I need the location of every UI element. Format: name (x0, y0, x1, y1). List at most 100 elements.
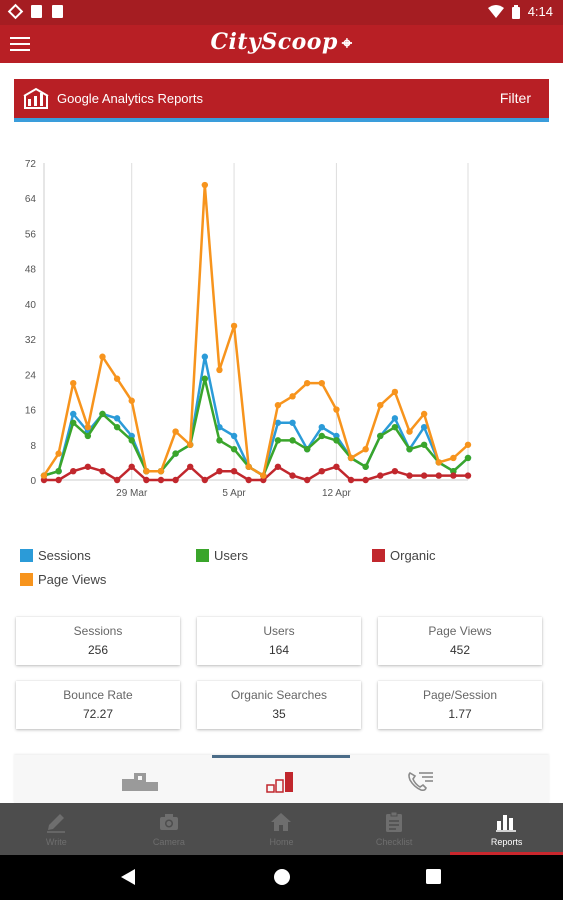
y-tick-label: 0 (30, 476, 36, 487)
data-point-users (289, 437, 296, 444)
data-point-organic (377, 472, 384, 479)
data-point-users (420, 441, 428, 448)
data-point-sessions (391, 415, 399, 422)
data-point-users (84, 432, 92, 440)
camera-icon (159, 814, 178, 830)
data-point-organic (318, 467, 325, 475)
recents-icon[interactable] (426, 869, 441, 884)
data-point-users (172, 450, 179, 457)
data-point-page-views (128, 397, 135, 404)
stat-label: Organic Searches (230, 688, 328, 702)
data-point-organic (113, 476, 121, 484)
data-point-users (362, 463, 369, 470)
legend-item-page-views[interactable]: Page Views (20, 572, 106, 587)
data-point-organic (128, 463, 135, 470)
battery-icon (511, 4, 520, 19)
data-point-page-views (303, 379, 311, 387)
data-point-organic (435, 472, 442, 479)
stat-card-bounce-rate: Bounce Rate 72.27 (16, 681, 180, 729)
data-point-sessions (201, 353, 209, 360)
tab-calls[interactable] (370, 755, 548, 803)
data-point-page-views (187, 441, 194, 448)
data-point-page-views (230, 322, 238, 330)
data-point-users (216, 437, 223, 444)
data-point-users (274, 437, 282, 444)
back-icon[interactable] (120, 868, 136, 886)
tab-rankings[interactable] (14, 755, 192, 803)
report-title: Google Analytics Reports (57, 91, 203, 106)
data-point-organic (157, 476, 165, 484)
nav-reports[interactable]: Reports (450, 803, 563, 855)
nav-camera[interactable]: Camera (113, 803, 226, 855)
stat-value: 35 (272, 707, 286, 721)
legend-label: Users (214, 548, 248, 563)
data-point-users (464, 454, 472, 462)
data-point-page-views (113, 375, 121, 382)
data-point-users (113, 423, 121, 431)
reports-icon (496, 815, 517, 832)
stat-card-sessions: Sessions 256 (16, 617, 180, 665)
data-point-organic (40, 476, 48, 484)
stat-value: 256 (87, 643, 109, 657)
stat-label: Page Views (428, 624, 492, 638)
stat-value: 164 (268, 643, 290, 657)
legend-item-sessions[interactable]: Sessions (20, 548, 91, 563)
chart-legend: Sessions Users Organic Page Views (20, 545, 550, 590)
y-tick-label: 32 (25, 335, 37, 346)
stat-label: Bounce Rate (63, 688, 133, 702)
stat-value: 1.77 (448, 707, 472, 721)
stat-card-users: Users 164 (197, 617, 361, 665)
status-bar: 4:14 (0, 0, 563, 25)
data-point-sessions (420, 423, 428, 431)
data-point-page-views (391, 388, 399, 396)
y-tick-label: 64 (25, 194, 37, 205)
report-header: Google Analytics Reports Filter (14, 79, 549, 122)
system-navigation-bar (0, 855, 563, 900)
stat-value: 72.27 (82, 707, 114, 721)
stat-card-page-views: Page Views 452 (378, 617, 542, 665)
filter-button[interactable]: Filter (499, 90, 531, 106)
nav-label: Write (45, 837, 67, 847)
data-point-organic (216, 467, 223, 475)
data-point-users (333, 437, 340, 444)
nav-checklist[interactable]: Checklist (338, 803, 451, 855)
tab-charts[interactable] (192, 755, 370, 803)
app-title-logo: CityScoop ⌖ (0, 29, 563, 55)
data-point-sessions (113, 415, 121, 422)
series-line-organic (44, 465, 468, 482)
legend-item-organic[interactable]: Organic (372, 548, 436, 563)
x-tick-label: 12 Apr (322, 488, 352, 499)
y-tick-label: 56 (25, 229, 37, 240)
home-button-icon[interactable] (273, 868, 291, 886)
data-point-page-views (289, 393, 296, 400)
stat-card-page-session: Page/Session 1.77 (378, 681, 542, 729)
data-point-page-views (201, 181, 209, 189)
data-point-organic (143, 476, 150, 484)
clipboard-icon (385, 811, 402, 832)
report-sub-tabs (14, 755, 549, 803)
nav-write[interactable]: Write (0, 803, 113, 855)
nav-home[interactable]: Home (225, 803, 338, 855)
data-point-organic (187, 463, 194, 470)
stat-label: Page/Session (422, 688, 498, 702)
data-point-users (318, 432, 325, 440)
menu-icon[interactable] (10, 37, 30, 51)
legend-swatch (196, 549, 209, 562)
stat-card-organic-searches: Organic Searches 35 (197, 681, 361, 729)
x-tick-label: 5 Apr (222, 488, 246, 499)
data-point-users (450, 467, 457, 475)
data-point-users (55, 467, 62, 475)
data-point-page-views (70, 379, 77, 387)
data-point-organic (201, 476, 209, 484)
phone-list-icon (408, 771, 433, 792)
data-point-page-views (40, 472, 48, 479)
legend-item-users[interactable]: Users (196, 548, 248, 563)
bottom-navigation: Write Camera Home Checklist Reports (0, 803, 563, 855)
data-point-organic (230, 467, 238, 475)
image-notification-icon (52, 5, 63, 18)
data-point-organic (99, 467, 106, 475)
data-point-users (391, 423, 399, 431)
sd-card-icon (31, 5, 42, 18)
nav-label: Reports (490, 837, 523, 847)
pencil-icon (47, 814, 65, 833)
